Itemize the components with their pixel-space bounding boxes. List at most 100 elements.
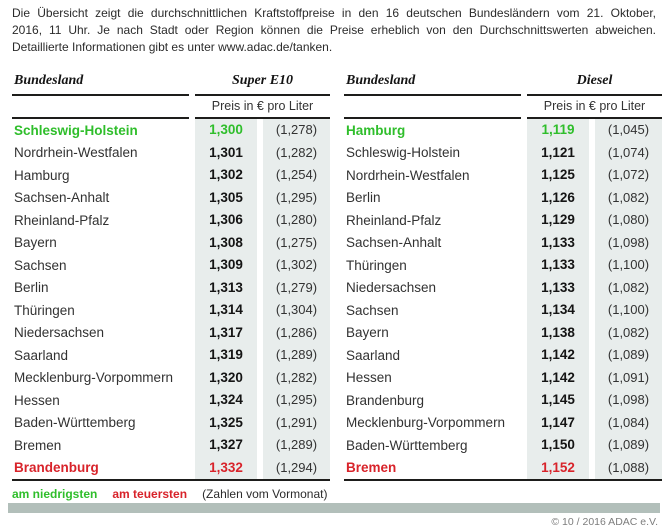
current-price: 1,119 xyxy=(527,119,589,142)
table-row: Sachsen 1,309 (1,302) xyxy=(12,254,330,277)
current-price: 1,327 xyxy=(195,434,257,457)
price-column-gap xyxy=(257,411,263,434)
state-name: Nordrhein-Westfalen xyxy=(14,145,138,161)
price-column-gap xyxy=(257,164,263,187)
current-price: 1,320 xyxy=(195,366,257,389)
table-row: Berlin 1,126 (1,082) xyxy=(344,186,662,209)
legend-lowest-label: am niedrigsten xyxy=(12,487,98,501)
previous-month-price: (1,089) xyxy=(595,344,662,367)
state-name: Niedersachsen xyxy=(346,280,437,296)
previous-month-price: (1,072) xyxy=(595,164,662,187)
column-header-bundesland: Bundesland xyxy=(12,71,189,96)
intro-line: 2016, 11 Uhr. Je nach Stadt oder Region … xyxy=(12,23,656,37)
state-name: Sachsen xyxy=(14,257,67,273)
price-column-gap xyxy=(589,231,595,254)
subheader-spacer xyxy=(344,96,521,119)
price-column-gap xyxy=(589,119,595,142)
table-row: Hamburg 1,302 (1,254) xyxy=(12,164,330,187)
state-name: Baden-Württemberg xyxy=(14,415,136,431)
previous-month-price: (1,289) xyxy=(263,344,330,367)
price-unit-label: Preis in € pro Liter xyxy=(527,96,662,119)
state-name: Berlin xyxy=(14,280,49,296)
price-column-gap xyxy=(589,434,595,457)
current-price: 1,147 xyxy=(527,411,589,434)
price-column-gap xyxy=(257,434,263,457)
table-header-row: Bundesland Diesel xyxy=(344,71,662,96)
current-price: 1,150 xyxy=(527,434,589,457)
current-price: 1,324 xyxy=(195,389,257,412)
previous-month-price: (1,302) xyxy=(263,254,330,277)
state-name: Hamburg xyxy=(346,122,406,138)
current-price: 1,126 xyxy=(527,186,589,209)
state-name: Bremen xyxy=(14,437,62,453)
intro-text: Die Übersicht zeigt die durchschnittlich… xyxy=(0,0,668,56)
table-row: Mecklenburg-Vorpommern 1,147 (1,084) xyxy=(344,411,662,434)
table-body-diesel: Hamburg 1,119 (1,045) Schleswig-Holstein 1,1… xyxy=(344,119,662,481)
table-row: Sachsen-Anhalt 1,305 (1,295) xyxy=(12,186,330,209)
table-row: Nordrhein-Westfalen 1,301 (1,282) xyxy=(12,141,330,164)
table-row: Rheinland-Pfalz 1,306 (1,280) xyxy=(12,209,330,232)
price-column-gap xyxy=(257,209,263,232)
previous-month-price: (1,100) xyxy=(595,254,662,277)
previous-month-price: (1,098) xyxy=(595,389,662,412)
state-name: Thüringen xyxy=(346,257,407,273)
table-row: Saarland 1,142 (1,089) xyxy=(344,344,662,367)
table-row: Sachsen-Anhalt 1,133 (1,098) xyxy=(344,231,662,254)
state-name: Mecklenburg-Vorpommern xyxy=(346,415,506,431)
table-row: Nordrhein-Westfalen 1,125 (1,072) xyxy=(344,164,662,187)
table-row: Mecklenburg-Vorpommern 1,320 (1,282) xyxy=(12,366,330,389)
previous-month-price: (1,304) xyxy=(263,299,330,322)
previous-month-price: (1,254) xyxy=(263,164,330,187)
previous-month-price: (1,286) xyxy=(263,321,330,344)
current-price: 1,313 xyxy=(195,276,257,299)
price-column-gap xyxy=(257,119,263,142)
current-price: 1,133 xyxy=(527,254,589,277)
current-price: 1,145 xyxy=(527,389,589,412)
price-column-gap xyxy=(589,141,595,164)
state-name: Brandenburg xyxy=(14,460,99,476)
price-column-gap xyxy=(257,186,263,209)
state-name: Mecklenburg-Vorpommern xyxy=(14,370,174,386)
price-column-gap xyxy=(589,411,595,434)
table-header-row: Bundesland Super E10 xyxy=(12,71,330,96)
previous-month-price: (1,291) xyxy=(263,411,330,434)
table-row: Schleswig-Holstein 1,121 (1,074) xyxy=(344,141,662,164)
current-price: 1,125 xyxy=(527,164,589,187)
state-name: Hamburg xyxy=(14,167,70,183)
state-name: Niedersachsen xyxy=(14,325,105,341)
current-price: 1,314 xyxy=(195,299,257,322)
table-row: Niedersachsen 1,133 (1,082) xyxy=(344,276,662,299)
table-diesel: Bundesland Diesel Preis in € pro Liter H… xyxy=(344,71,662,481)
previous-month-price: (1,082) xyxy=(595,186,662,209)
current-price: 1,142 xyxy=(527,366,589,389)
column-header-super-e10: Super E10 xyxy=(195,71,330,96)
price-column-gap xyxy=(257,254,263,277)
table-row: Baden-Württemberg 1,150 (1,089) xyxy=(344,434,662,457)
table-row: Schleswig-Holstein 1,300 (1,278) xyxy=(12,119,330,142)
table-row: Bayern 1,308 (1,275) xyxy=(12,231,330,254)
table-row: Berlin 1,313 (1,279) xyxy=(12,276,330,299)
price-column-gap xyxy=(257,141,263,164)
price-column-gap xyxy=(589,366,595,389)
previous-month-price: (1,100) xyxy=(595,299,662,322)
state-name: Baden-Württemberg xyxy=(346,437,468,453)
price-column-gap xyxy=(257,231,263,254)
price-column-gap xyxy=(589,456,595,479)
state-name: Schleswig-Holstein xyxy=(14,122,138,138)
previous-month-price: (1,275) xyxy=(263,231,330,254)
price-column-gap xyxy=(589,186,595,209)
previous-month-price: (1,082) xyxy=(595,276,662,299)
table-row: Niedersachsen 1,317 (1,286) xyxy=(12,321,330,344)
intro-line: Die Übersicht zeigt die durchschnittlich… xyxy=(12,6,656,20)
current-price: 1,332 xyxy=(195,456,257,479)
state-name: Bayern xyxy=(14,235,57,251)
state-name: Hessen xyxy=(346,370,392,386)
table-row: Saarland 1,319 (1,289) xyxy=(12,344,330,367)
current-price: 1,133 xyxy=(527,231,589,254)
price-unit-label: Preis in € pro Liter xyxy=(195,96,330,119)
price-column-gap xyxy=(257,456,263,479)
table-row: Brandenburg 1,332 (1,294) xyxy=(12,456,330,479)
price-column-gap xyxy=(257,344,263,367)
table-row: Hessen 1,324 (1,295) xyxy=(12,389,330,412)
state-name: Bayern xyxy=(346,325,389,341)
